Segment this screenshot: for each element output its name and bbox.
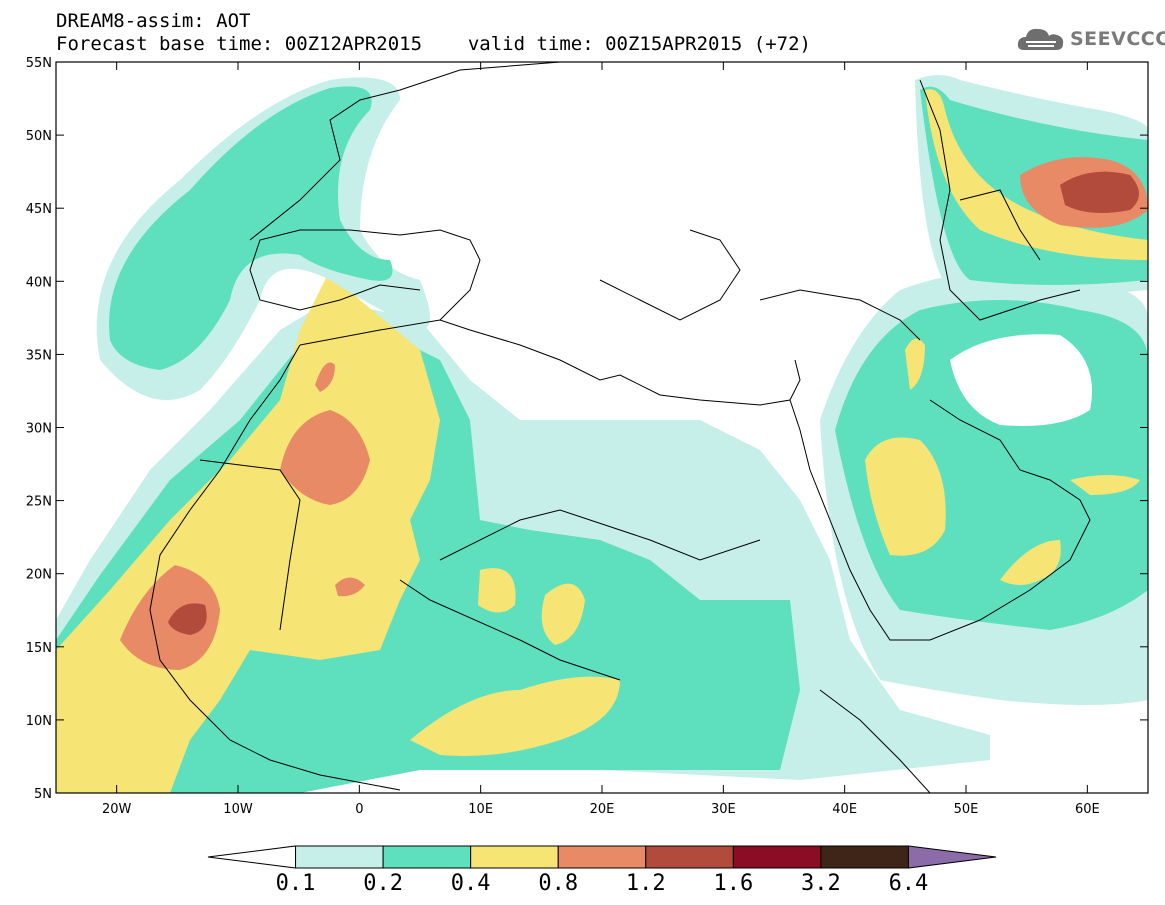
lon-tick-label: 10W [223,802,253,817]
lon-tick-label: 30E [711,802,736,817]
aot-0.8-morocco [315,362,335,392]
aot-0.8-niger [335,577,365,597]
colorbar-label: 0.4 [451,871,491,896]
aot-0.4-oman [1000,540,1061,585]
lat-tick-label: 10N [26,714,52,729]
lat-tick-label: 35N [26,348,52,363]
aot-1.2-caspian [1060,171,1139,214]
colorbar-swatch [645,845,734,869]
base-time: Forecast base time: 00Z12APR2015 [56,33,423,55]
colorbar-swatch [470,845,559,869]
lat-tick-label: 45N [26,202,52,217]
colorbar-swatch [907,845,997,869]
chart-title: DREAM8-assim: AOT [56,10,251,32]
colorbar-label: 1.2 [626,871,666,896]
colorbar-label: 0.1 [276,871,316,896]
colorbar-label: 0.8 [538,871,578,896]
colorbar: 0.1 0.2 0.4 0.8 1.2 1.6 3.2 6.4 [207,845,997,896]
longitude-axis: 20W 10W 0 10E 20E 30E 40E 50E 60E [102,62,1100,817]
aot-0.4-arabia [865,437,946,556]
aot-0.4-sudan [541,583,585,645]
aot-0.2-atlantic [109,86,393,370]
aot-1.2-senegal [168,603,207,635]
valid-time: valid time: 00Z15APR2015 (+72) [467,33,811,55]
lat-tick-label: 50N [26,129,52,144]
colorbar-swatch [382,845,472,869]
lon-tick-label: 0 [355,802,363,817]
aot-field [56,62,1148,793]
colorbar-swatch [732,845,822,869]
lat-tick-label: 20N [26,568,52,583]
aot-0.4-central [410,676,620,756]
lat-tick-label: 15N [26,641,52,656]
lat-tick-label: 25N [26,495,52,510]
logo-text: SEEVCCC [1070,28,1165,50]
lat-tick-label: 5N [34,787,52,802]
aot-clear-iran [950,334,1092,426]
aot-0.8-mali [280,410,370,505]
colorbar-label: 6.4 [889,871,929,896]
aot-0.4-pakistan [1070,475,1140,495]
colorbar-label: 1.6 [713,871,753,896]
seevccc-logo: SEEVCCC [1016,22,1165,56]
lon-tick-label: 60E [1075,802,1100,817]
lon-tick-label: 20W [102,802,132,817]
colorbar-swatch [820,845,909,869]
lon-tick-label: 20E [590,802,615,817]
latitude-axis: 55N 50N 45N 40N 35N 30N 25N 20N 15N 10N 5N [26,56,1148,802]
lat-tick-label: 40N [26,275,52,290]
colorbar-swatch [295,845,384,869]
lon-tick-label: 40E [832,802,857,817]
time-info: Forecast base time: 00Z12APR2015 valid t… [56,33,811,55]
coastlines [149,62,1091,793]
colorbar-swatch [557,845,647,869]
colorbar-label: 3.2 [801,871,841,896]
lon-tick-label: 10E [468,802,493,817]
lat-tick-label: 55N [26,56,52,71]
cloud-icon [1017,28,1064,50]
lon-tick-label: 50E [954,802,979,817]
aot-0.4-chad [478,568,516,613]
colorbar-swatch [207,845,297,869]
lat-tick-label: 30N [26,422,52,437]
colorbar-label: 0.2 [363,871,403,896]
aot-0.4-iraq [905,338,925,390]
aot-0.8-senegal [120,565,220,670]
aot-0.4-caspian [925,89,1148,261]
aot-0.2-west-africa [56,320,800,793]
